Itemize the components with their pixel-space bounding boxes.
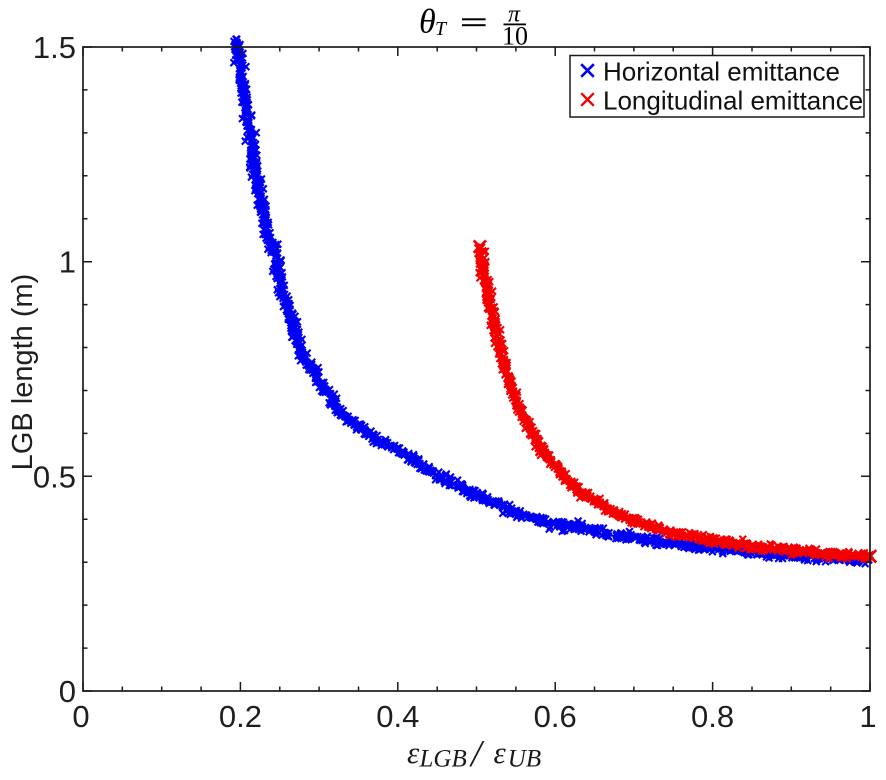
svg-text:0.4: 0.4	[376, 699, 419, 734]
svg-text:UB: UB	[508, 745, 541, 772]
svg-text:Longitudinal emittance: Longitudinal emittance	[603, 86, 863, 116]
svg-text:Horizontal emittance: Horizontal emittance	[603, 57, 840, 87]
svg-text:θ: θ	[419, 4, 436, 41]
svg-text:π: π	[508, 1, 521, 27]
svg-text:LGB length (m): LGB length (m)	[7, 274, 39, 471]
svg-text:0.6: 0.6	[534, 699, 577, 734]
svg-text:/: /	[469, 733, 485, 775]
svg-text:1.5: 1.5	[33, 30, 76, 65]
svg-text:ε: ε	[407, 735, 420, 770]
svg-text:0: 0	[72, 699, 89, 734]
svg-text:0.5: 0.5	[33, 459, 76, 494]
svg-text:LGB: LGB	[419, 745, 467, 772]
svg-text:10: 10	[502, 21, 528, 50]
svg-text:1: 1	[59, 245, 76, 280]
svg-text:T: T	[435, 18, 448, 40]
svg-text:1: 1	[859, 699, 876, 734]
svg-text:0.2: 0.2	[219, 699, 262, 734]
svg-text:0.8: 0.8	[691, 699, 734, 734]
svg-text:ε: ε	[494, 735, 507, 770]
svg-text:0: 0	[59, 674, 76, 709]
